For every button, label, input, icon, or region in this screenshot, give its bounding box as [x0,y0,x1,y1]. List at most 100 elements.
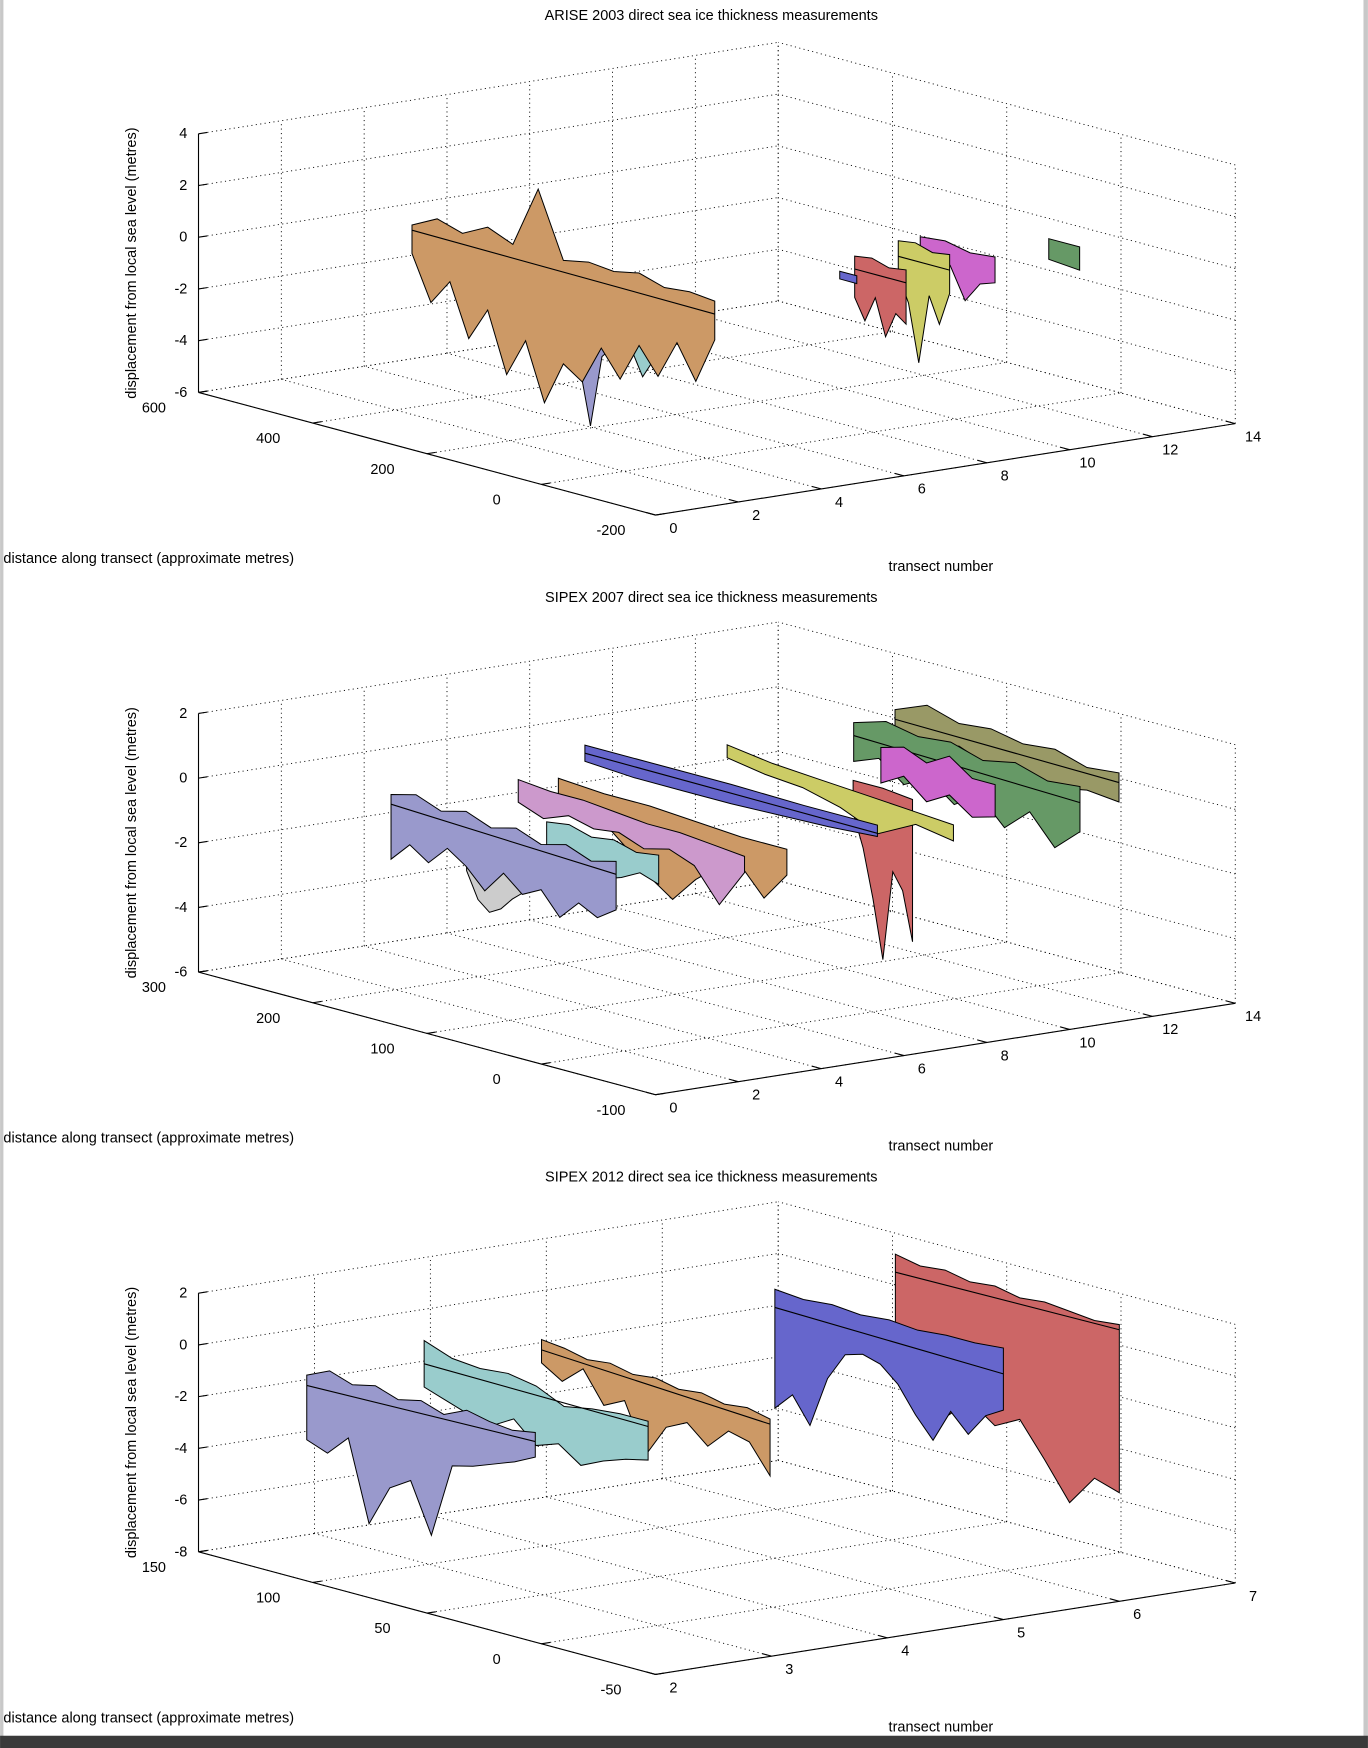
grid-line-floor-transect [314,1533,772,1657]
distance-tick [198,390,208,393]
z-tick-label: 0 [179,1337,187,1353]
transect-tick-label: 0 [669,521,677,537]
z-tick [198,338,208,342]
ribbon-transect [726,744,954,842]
ribbon-transect [854,255,907,339]
transect-tick [1143,433,1153,438]
transect-tick-label: 12 [1162,1022,1178,1038]
distance-tick [541,482,551,485]
sea-level-line [584,752,878,834]
transect-tick [762,1653,772,1657]
z-axis-label: displacement from local sea level (metre… [124,707,140,978]
grid-line-wall-z [778,93,1236,218]
z-tick-label: -4 [174,900,187,916]
grid-line-floor-transect [446,932,905,1057]
z-tick-label: -2 [174,835,187,851]
transect-tick-label: 3 [785,1662,793,1678]
grid-line-wall-z [778,300,1236,425]
transect-tick [811,1065,822,1070]
grid-line-wall-z [778,880,1236,1004]
distance-tick [426,451,436,455]
grid-line-floor-transect [364,945,822,1070]
grid-line-wall-z [778,1408,1236,1532]
transect-tick [894,1052,905,1057]
distance-tick [198,970,208,973]
z-tick-label: -8 [174,1544,187,1560]
distance-tick-label: 400 [256,431,280,447]
grid-line-wall-z [778,41,1236,166]
z-tick-label: 4 [179,126,187,142]
z-tick [198,131,208,135]
sea-level-line [898,255,950,271]
transect-tick [1225,1000,1236,1004]
distance-tick [312,421,322,424]
distance-tick-label: 300 [142,980,166,996]
transect-tick-label: 8 [1001,1048,1009,1064]
transect-axis-label: transect number [889,1138,994,1154]
z-tick-label: -6 [174,965,187,981]
grid-line-wall-z [778,621,1236,746]
transect-tick [1110,1598,1120,1602]
ribbon-transect [839,270,858,285]
distance-tick [655,513,665,516]
transect-tick-label: 6 [918,482,926,498]
z-tick-label: -6 [174,1493,187,1509]
z-tick [198,1498,208,1501]
ribbon-surface [839,270,858,285]
grid-line-floor-transect [662,1478,1120,1602]
sea-level-line [541,1349,771,1425]
ribbon-surface [880,746,996,818]
grid-line-floor-transect [612,326,1070,451]
z-tick [198,183,208,187]
chart-title: ARISE 2003 direct sea ice thickness meas… [545,8,878,24]
transect-tick-label: 4 [901,1644,909,1660]
transect-tick [646,512,656,516]
z-tick [198,1394,208,1398]
z-tick [198,1291,208,1294]
z-tick-label: -6 [174,385,187,401]
chart-2: -6 -4 -2 0 2 -100 0 100 200 300 0 2 4 6 8 10 12 14 SIPEX 2… [3,590,1261,1154]
grid-line-wall-z [778,1459,1236,1584]
z-tick [198,840,208,844]
grid-line-floor-transect [430,1514,888,1639]
transect-tick [811,485,822,490]
distance-tick [655,1672,665,1675]
distance-tick-label: 600 [142,400,166,416]
z-tick [198,1343,208,1346]
transect-tick [977,1039,987,1043]
distance-tick-label: 200 [370,462,394,478]
grid-line-floor-transect [281,378,739,503]
transect-tick-label: 2 [752,508,760,524]
distance-tick-label: 50 [374,1621,390,1637]
distance-tick-label: 0 [493,1652,501,1668]
sea-level-line [390,803,617,875]
distance-tick [426,1031,436,1034]
transect-tick [1225,1580,1236,1584]
z-tick-label: -4 [174,333,187,349]
transect-axis [655,1582,1236,1675]
transect-tick [729,1078,739,1083]
ribbon-surface [854,255,907,339]
z-tick-label: 2 [179,706,187,722]
distance-tick [198,1549,208,1553]
transect-tick-label: 5 [1017,1625,1025,1641]
distance-tick-label: 100 [256,1591,280,1607]
sea-level-line [774,1306,1004,1375]
distance-tick-label: -200 [596,523,625,539]
grid-line-floor-transect [695,313,1153,438]
sea-level-line [306,1384,536,1443]
ribbon-transect [411,187,716,405]
transect-tick [878,1634,888,1639]
chart-title: SIPEX 2007 direct sea ice thickness meas… [545,590,878,606]
window-border-left [0,0,4,1748]
ribbon-surface [774,1288,1004,1442]
z-tick [198,287,208,290]
ribbon-transect [774,1288,1004,1442]
transect-tick [646,1671,656,1675]
transect-tick-label: 6 [1133,1607,1141,1623]
distance-axis-label: distance along transect (approximate met… [3,551,294,567]
ribbon-surface [541,1338,771,1478]
distance-tick-label: -100 [596,1103,625,1119]
ribbons [306,1253,1120,1537]
